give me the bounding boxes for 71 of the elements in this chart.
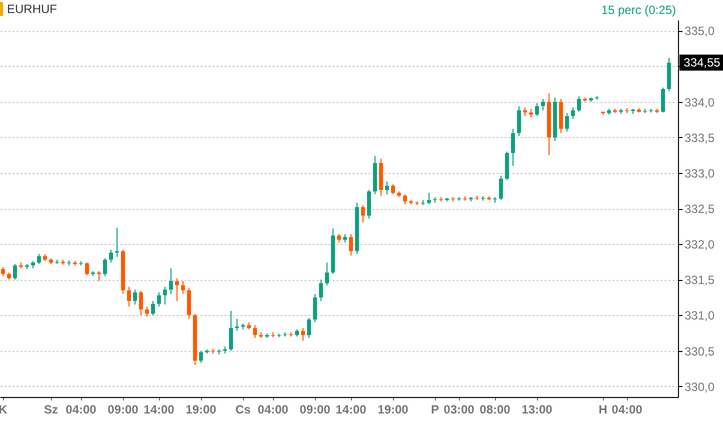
candlestick <box>85 262 89 276</box>
x-tick-label: 04:00 <box>258 402 289 416</box>
x-tick-label: 19:00 <box>186 402 217 416</box>
candlestick <box>109 249 113 264</box>
candlestick <box>511 128 515 166</box>
y-tick-label: 330,5 <box>684 344 715 358</box>
candlestick <box>385 180 389 195</box>
y-tick-label: 330,0 <box>684 380 715 394</box>
candlestick <box>235 318 239 332</box>
x-tick-label: 03:00 <box>444 402 475 416</box>
x-tick-label: 09:00 <box>108 402 139 416</box>
candlestick <box>661 87 665 113</box>
y-tick-label: 333,0 <box>684 166 715 180</box>
candlestick <box>403 194 407 205</box>
x-tick-label: Sz <box>44 402 58 416</box>
candlestick <box>565 112 569 132</box>
y-tick-label: 331,5 <box>684 273 715 288</box>
candlestick <box>13 263 17 280</box>
candlestick <box>349 234 353 256</box>
candlestick <box>391 184 395 195</box>
x-tick-label: 19:00 <box>378 402 409 416</box>
candlestick <box>577 96 581 112</box>
y-tick-label: 334,0 <box>684 95 715 110</box>
chart-subtitle: 15 perc (0:25) <box>601 3 676 17</box>
candlestick <box>163 286 167 306</box>
candlestick <box>181 280 185 294</box>
candlestick <box>313 293 317 323</box>
candlestick <box>307 318 311 338</box>
candlestick <box>157 292 161 308</box>
candlestick <box>37 254 41 264</box>
candlestick <box>1 266 5 277</box>
candlestick <box>145 306 149 318</box>
candlestick <box>541 98 545 111</box>
y-tick-label: 332,0 <box>684 238 715 252</box>
chart-title: EURHUF <box>0 2 57 16</box>
candlestick <box>199 350 203 364</box>
candlestick <box>535 102 539 117</box>
candlestick <box>97 270 101 282</box>
text: 334,55 <box>684 56 721 70</box>
candlestick <box>127 286 131 308</box>
candlestick <box>139 290 143 316</box>
candlestick <box>169 268 173 294</box>
candlestick <box>499 175 503 200</box>
x-tick-label: Cs <box>235 402 251 416</box>
candlestick <box>103 258 107 277</box>
y-tick-label: 331,0 <box>684 308 715 323</box>
candlestick <box>325 262 329 286</box>
candlestick <box>319 279 323 302</box>
x-tick-label: 14:00 <box>144 402 175 416</box>
x-tick-label: 04:00 <box>66 402 97 416</box>
x-tick-label: 09:00 <box>300 402 331 416</box>
candlestick <box>115 227 119 258</box>
candlestick <box>301 328 305 342</box>
x-tick-label: 04:00 <box>612 402 643 416</box>
y-tick-label: 335,0 <box>684 24 715 38</box>
candlestick <box>175 278 179 302</box>
x-tick-label: H <box>598 402 608 416</box>
candlestick <box>253 324 257 338</box>
candlestick <box>571 106 575 120</box>
y-tick-label: 332,5 <box>684 202 715 216</box>
x-tick-label: 13:00 <box>522 402 553 416</box>
candlestick <box>151 300 155 316</box>
candlestick <box>361 204 365 224</box>
y-tick-label: 333,5 <box>684 130 715 145</box>
x-tick-label: 14:00 <box>336 402 367 416</box>
candlestick <box>517 106 521 136</box>
x-tick-label: P <box>430 402 440 416</box>
x-tick-label: 08:00 <box>480 402 511 416</box>
candlestick <box>133 289 137 306</box>
candlestick <box>229 310 233 352</box>
candlestick <box>427 192 431 205</box>
